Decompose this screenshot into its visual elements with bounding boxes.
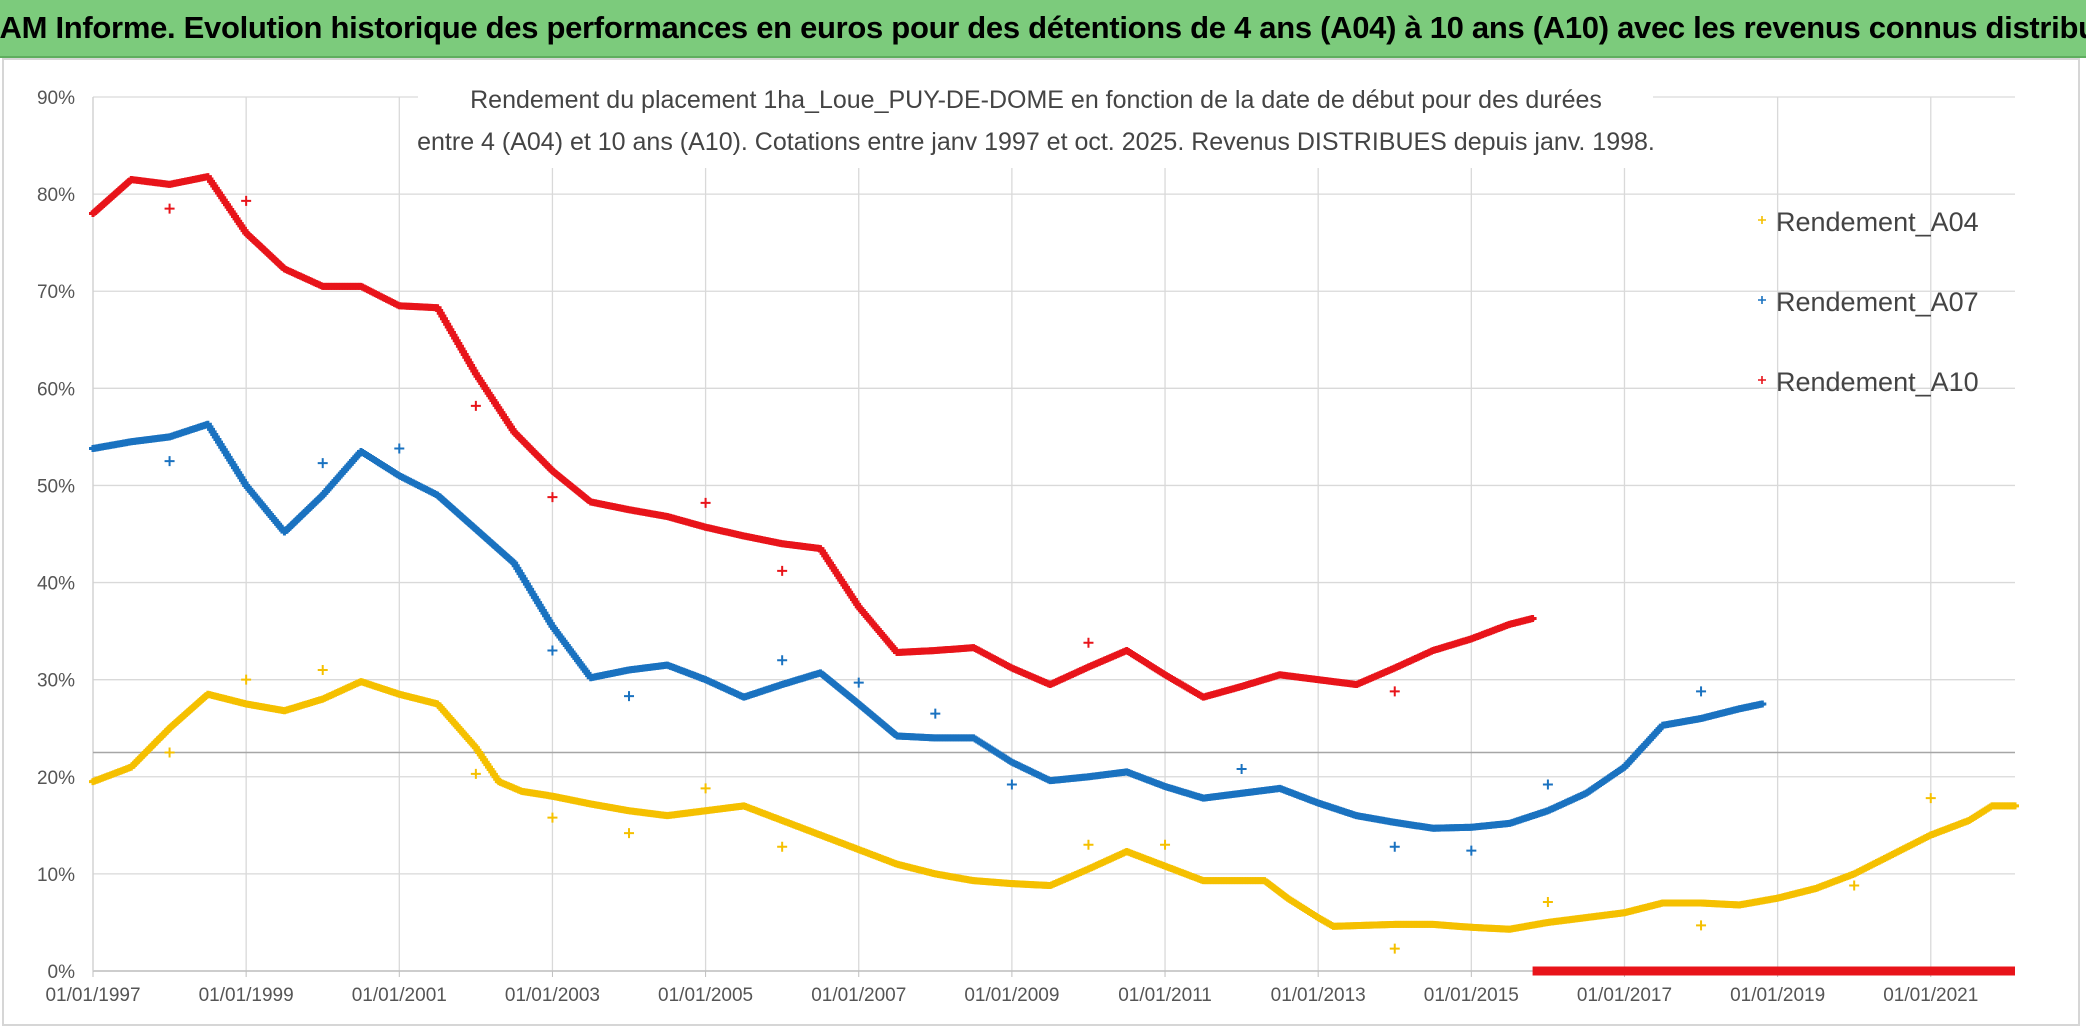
y-axis-ticks: 0% 10% 20% 30% 40% 50% 60% 70% 80% 90% [37,88,75,983]
y-tick-label: 10% [37,865,75,886]
x-axis-ticks: 01/01/1997 01/01/1999 01/01/2001 01/01/2003… [45,985,1978,1006]
scatter-point [1849,880,1860,891]
x-tick-label: 01/01/2011 [1118,985,1212,1006]
scatter-point [470,400,481,411]
scatter-point [624,691,635,702]
legend: Rendement_A04 Rendement_A07 Rendement_A10 [1758,207,1979,397]
scatter-point [1389,841,1400,852]
scatter-point [470,768,481,779]
scatter-point [317,664,328,675]
scatter-point [1389,686,1400,697]
series-Rendement_A10 [89,173,2015,976]
y-tick-label: 30% [37,671,75,692]
x-tick-label: 01/01/2001 [352,985,447,1006]
banner-title: ADAM Informe. Evolution historique des p… [0,10,2086,45]
legend-marker [1758,296,1766,304]
data-marks [89,173,2019,976]
legend-marker [1758,376,1766,384]
y-tick-label: 40% [37,574,75,595]
legend-label: Rendement_A10 [1776,367,1979,397]
x-tick-label: 01/01/2007 [811,985,906,1006]
scatter-point [164,456,175,467]
scatter-point [547,812,558,823]
y-tick-label: 60% [37,379,75,400]
scatter-point [547,492,558,503]
scatter-point [777,565,788,576]
legend-label: Rendement_A07 [1776,287,1979,317]
x-tick-label: 01/01/2005 [658,985,753,1006]
scatter-point [241,674,252,685]
y-tick-label: 0% [48,962,76,983]
x-tick-label: 01/01/2019 [1730,985,1825,1006]
scatter-point [1925,793,1936,804]
x-tick-label: 01/01/2009 [964,985,1059,1006]
x-tick-label: 01/01/2003 [505,985,600,1006]
gridlines [92,96,2015,977]
x-tick-label: 01/01/1997 [45,985,140,1006]
scatter-point [1083,637,1094,648]
y-tick-label: 20% [37,768,75,789]
y-tick-label: 90% [37,88,75,109]
x-tick-label: 01/01/2013 [1271,985,1366,1006]
y-tick-label: 80% [37,185,75,206]
y-tick-label: 70% [37,282,75,303]
scatter-point [624,828,635,839]
scatter-point [1006,779,1017,790]
y-tick-label: 50% [37,476,75,497]
scatter-point [1160,839,1171,850]
curve-point [1528,614,1537,622]
scatter-point [1083,839,1094,850]
scatter-point [241,195,252,206]
curve-point [2011,802,2019,810]
curve-point [1758,700,1767,708]
chart-title-line-2: entre 4 (A04) et 10 ans (A10). Cotations… [417,128,1655,156]
scatter-point [1542,897,1553,908]
scatter-point [700,783,711,794]
scatter-point [853,677,864,688]
scatter-point [547,645,558,656]
chart-title-line-1: Rendement du placement 1ha_Loue_PUY-DE-D… [470,86,1602,114]
scatter-point [317,458,328,469]
legend-label: Rendement_A04 [1776,207,1979,237]
scatter-point [1696,920,1707,931]
scatter-point [777,655,788,666]
scatter-point [700,497,711,508]
x-tick-label: 01/01/2015 [1424,985,1519,1006]
scatter-point [1696,686,1707,697]
report-banner: ADAM Informe. Evolution historique des p… [0,0,2086,58]
series-Rendement_A07 [89,420,1767,856]
scatter-point [777,841,788,852]
scatter-point [394,443,405,454]
scatter-point [1389,943,1400,954]
scatter-point [930,708,941,719]
scatter-point [1466,845,1477,856]
x-tick-label: 01/01/1999 [199,985,294,1006]
legend-marker [1758,216,1766,224]
scatter-point [1236,764,1247,775]
title-background [418,78,1653,168]
x-tick-label: 01/01/2021 [1883,985,1978,1006]
x-tick-label: 01/01/2017 [1577,985,1672,1006]
scatter-point [164,203,175,214]
scatter-point [164,747,175,758]
series-Rendement_A04 [89,664,2019,954]
chart-frame [2,58,2080,1026]
scatter-point [1542,779,1553,790]
